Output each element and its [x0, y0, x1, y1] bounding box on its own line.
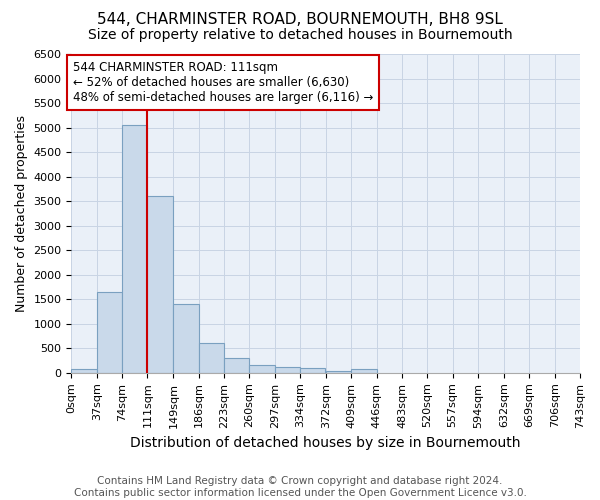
- Text: 544 CHARMINSTER ROAD: 111sqm
← 52% of detached houses are smaller (6,630)
48% of: 544 CHARMINSTER ROAD: 111sqm ← 52% of de…: [73, 62, 373, 104]
- Bar: [173, 304, 199, 373]
- Bar: [199, 344, 224, 373]
- Bar: [224, 358, 250, 373]
- Bar: [122, 125, 148, 373]
- Text: Size of property relative to detached houses in Bournemouth: Size of property relative to detached ho…: [88, 28, 512, 42]
- Bar: [326, 370, 352, 373]
- Bar: [148, 196, 173, 373]
- Bar: [71, 369, 97, 373]
- X-axis label: Distribution of detached houses by size in Bournemouth: Distribution of detached houses by size …: [130, 436, 521, 450]
- Bar: [250, 365, 275, 373]
- Text: Contains HM Land Registry data © Crown copyright and database right 2024.
Contai: Contains HM Land Registry data © Crown c…: [74, 476, 526, 498]
- Y-axis label: Number of detached properties: Number of detached properties: [15, 115, 28, 312]
- Bar: [97, 292, 122, 373]
- Bar: [275, 367, 300, 373]
- Bar: [352, 370, 377, 373]
- Bar: [300, 368, 325, 373]
- Text: 544, CHARMINSTER ROAD, BOURNEMOUTH, BH8 9SL: 544, CHARMINSTER ROAD, BOURNEMOUTH, BH8 …: [97, 12, 503, 28]
